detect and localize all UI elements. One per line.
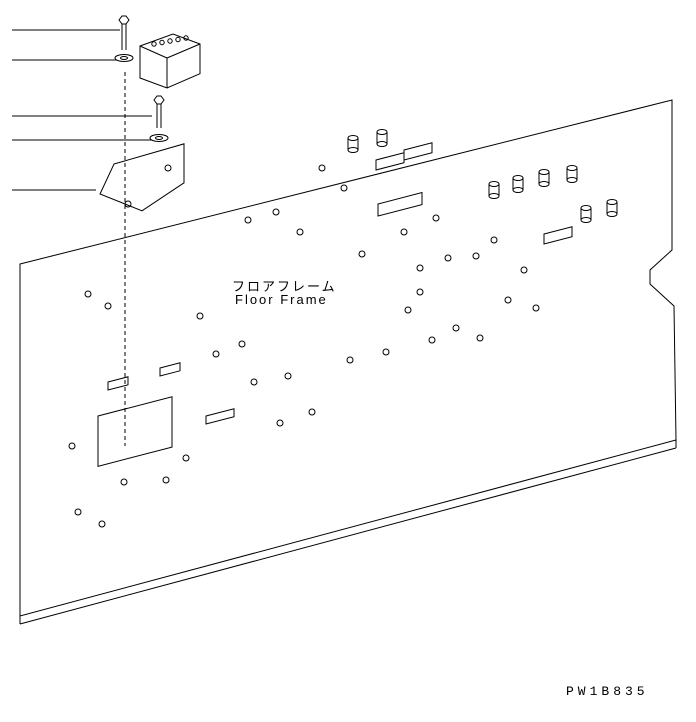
exploded-diagram: フロアフレーム Floor Frame PW1B835 <box>0 0 696 717</box>
diagram-svg <box>0 0 696 717</box>
floor-frame-label-en: Floor Frame <box>235 292 328 307</box>
drawing-code: PW1B835 <box>566 684 649 699</box>
